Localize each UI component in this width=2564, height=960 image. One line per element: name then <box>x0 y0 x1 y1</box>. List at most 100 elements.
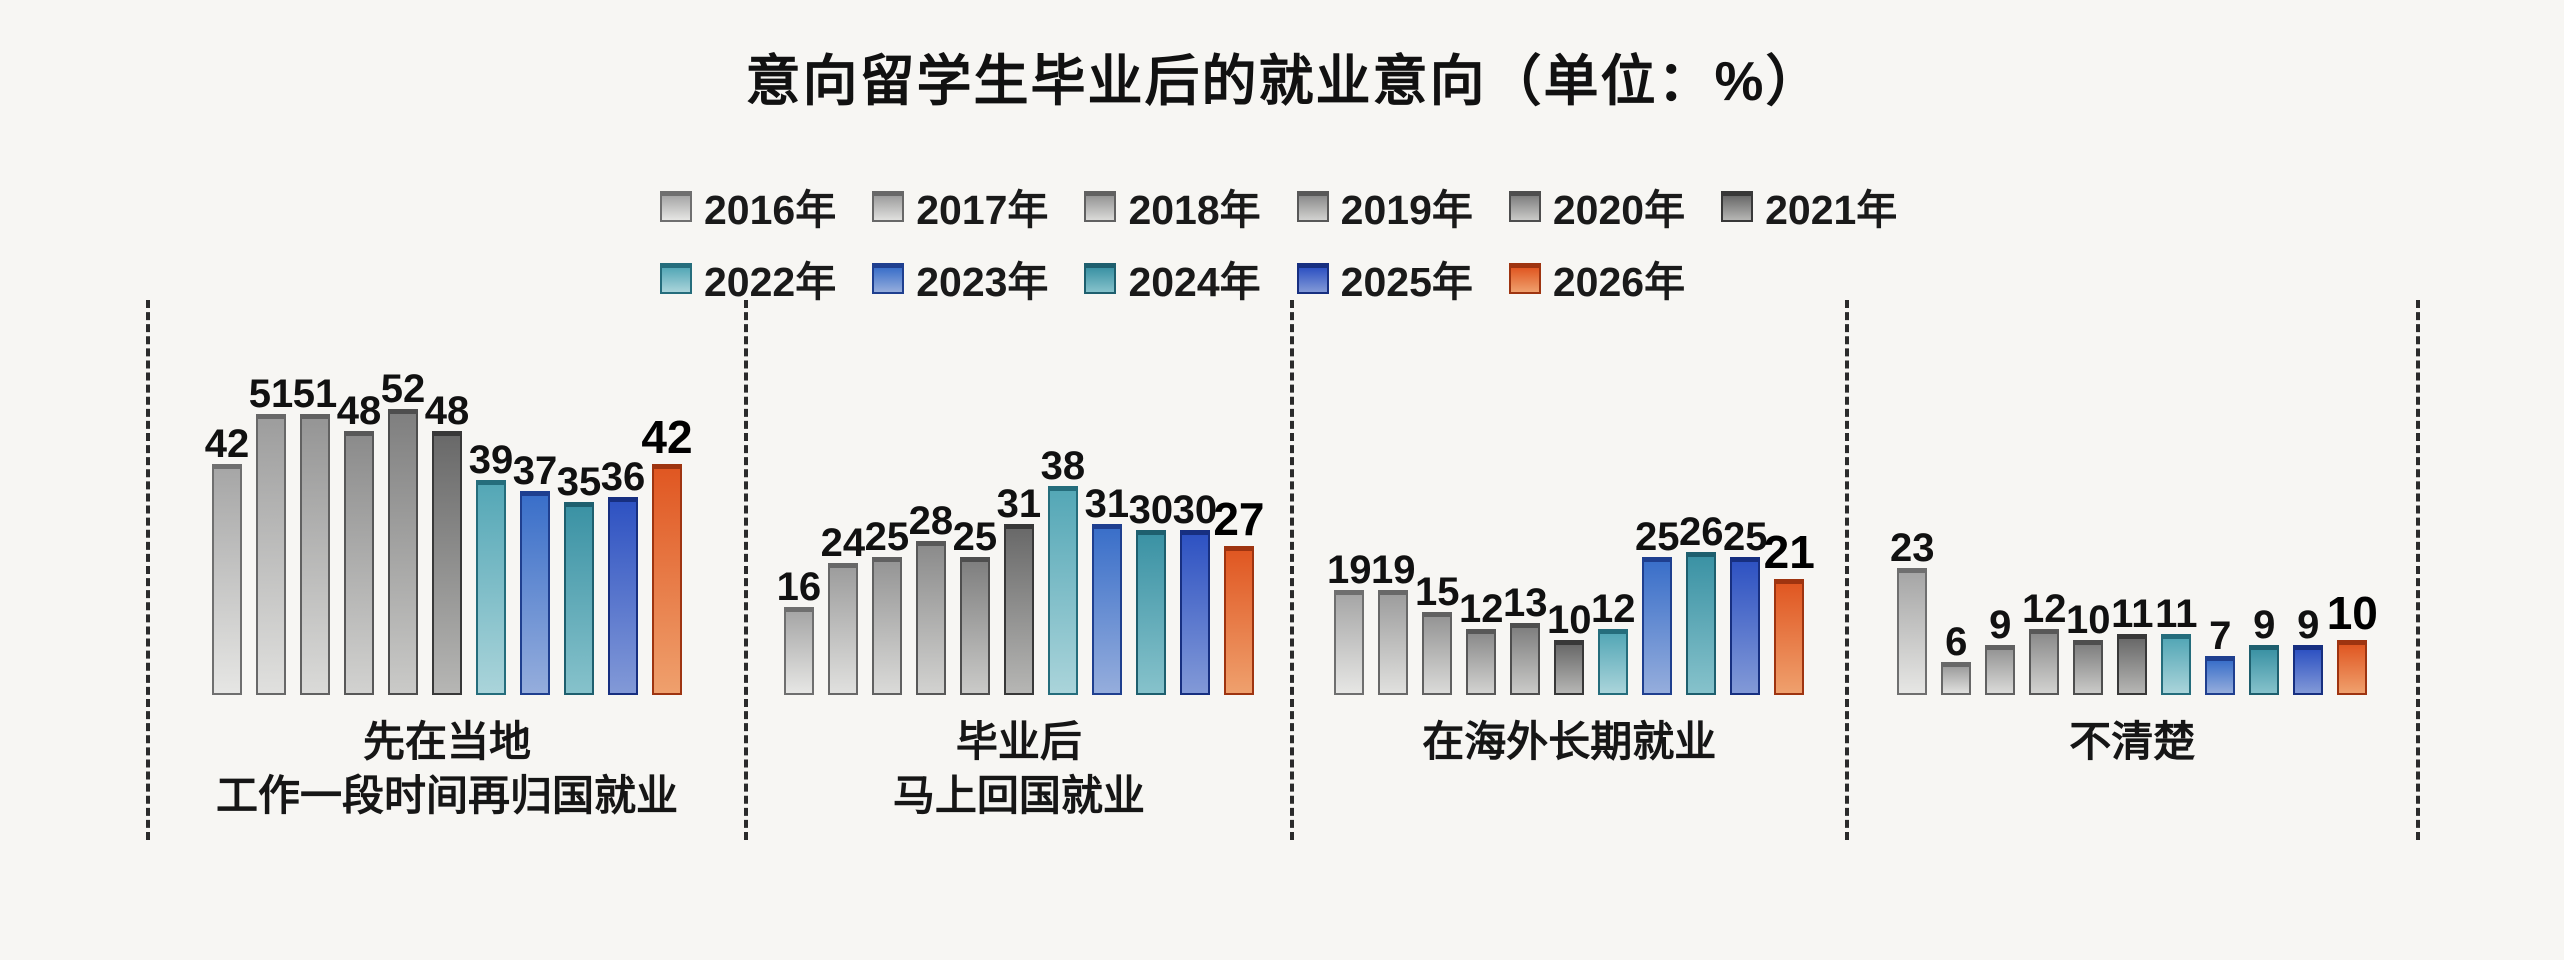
bar-2026年-group4: 10 <box>2327 590 2378 695</box>
bar-value-label: 21 <box>1763 526 1815 578</box>
bar-2024年-group2: 30 <box>1129 490 1173 695</box>
group-category-label-line: 工作一段时间再归国就业 <box>216 772 679 819</box>
legend-swatch-icon <box>1721 190 1754 222</box>
bar-value-label: 7 <box>2209 614 2232 658</box>
legend-label: 2017年 <box>916 187 1049 233</box>
bar-2021年-group1: 48 <box>425 391 469 695</box>
bar-group-3: 19 19 15 12 13 10 12 25 26 25 21 在海外长期就业 <box>1289 300 1845 840</box>
bar-value-label: 19 <box>1326 548 1372 592</box>
legend-row-1: 2016年 2017年 2018年 2019年 2020年 2021年 <box>660 176 1897 236</box>
bar-2024年-group1: 35 <box>557 462 601 695</box>
bar-2022年-group1: 39 <box>469 440 513 695</box>
legend-item-2023年: 2023年 <box>872 248 1048 308</box>
legend-item-2021年: 2021年 <box>1721 176 1897 236</box>
bar-2018年-group2: 25 <box>865 517 909 695</box>
bar-value-label: 48 <box>424 389 470 433</box>
bar-2025年-group2: 30 <box>1173 490 1217 695</box>
bar-value-label: 25 <box>1634 515 1680 559</box>
group-category-label-line: 先在当地 <box>363 718 532 765</box>
bar-2019年-group2: 28 <box>909 501 953 695</box>
bar-2024年-group3: 26 <box>1679 512 1723 695</box>
bar-2016年-group4: 23 <box>1890 528 1935 695</box>
bar-2016年-group2: 16 <box>777 567 821 695</box>
group-category-label-line: 不清楚 <box>2069 718 2196 765</box>
bar-2022年-group2: 38 <box>1041 446 1085 695</box>
bar-value-label: 30 <box>1128 488 1174 532</box>
bar-2018年-group3: 15 <box>1415 572 1459 695</box>
bar-value-label: 31 <box>1084 482 1130 526</box>
bar-value-label: 23 <box>1890 526 1935 570</box>
legend-swatch-icon <box>872 190 905 222</box>
legend-label: 2019年 <box>1340 187 1473 233</box>
bar-value-label: 13 <box>1502 581 1548 625</box>
bar-value-label: 19 <box>1370 548 1416 592</box>
legend-swatch-icon <box>1296 262 1329 294</box>
group-category-label: 毕业后 马上回国就业 <box>748 715 1290 823</box>
bar-2020年-group1: 52 <box>381 369 425 695</box>
bar-2023年-group4: 7 <box>2205 616 2236 695</box>
bar-chart: 42 51 51 48 52 48 39 37 35 36 42 先在当地 工作一段时间再归国就业 16 2… <box>146 300 2420 840</box>
bar-2023年-group1: 37 <box>513 451 557 695</box>
bar-2025年-group1: 36 <box>601 457 645 695</box>
bar-2018年-group1: 51 <box>293 374 337 695</box>
bars-row: 42 51 51 48 52 48 39 37 35 36 42 <box>150 300 744 695</box>
bar-2018年-group4: 9 <box>1985 605 2016 695</box>
bar-2026年-group1: 42 <box>641 414 693 695</box>
bar-2020年-group2: 25 <box>953 517 997 695</box>
bar-value-label: 10 <box>2326 587 2378 639</box>
bar-value-label: 25 <box>1722 515 1768 559</box>
bar-value-label: 51 <box>248 372 294 416</box>
bar-2020年-group4: 10 <box>2066 600 2111 695</box>
bar-value-label: 9 <box>2297 603 2320 647</box>
legend-row-2: 2022年 2023年 2024年 2025年 2026年 <box>660 248 1897 308</box>
legend-swatch-icon <box>1508 190 1541 222</box>
bar-2026年-group2: 27 <box>1213 496 1265 695</box>
bar-2021年-group3: 10 <box>1547 600 1591 695</box>
bar-2021年-group2: 31 <box>997 484 1041 695</box>
legend-swatch-icon <box>1296 190 1329 222</box>
legend-label: 2018年 <box>1128 187 1261 233</box>
chart-title: 意向留学生毕业后的就业意向（单位：%） <box>148 36 2420 116</box>
bar-value-label: 42 <box>641 411 693 463</box>
legend-item-2022年: 2022年 <box>660 248 836 308</box>
bar-value-label: 37 <box>512 449 558 493</box>
bar-value-label: 15 <box>1414 570 1460 614</box>
bar-value-label: 48 <box>336 389 382 433</box>
chart-title-text: 意向留学生毕业后的就业意向 <box>745 50 1487 112</box>
bar-value-label: 28 <box>908 499 954 543</box>
legend-item-2019年: 2019年 <box>1296 176 1473 236</box>
legend-label: 2023年 <box>916 259 1049 305</box>
bars-row: 19 19 15 12 13 10 12 25 26 25 21 <box>1294 300 1845 695</box>
bars-row: 23 6 9 12 10 11 11 7 9 9 10 <box>1849 300 2416 695</box>
bar-value-label: 35 <box>556 460 602 504</box>
bar-value-label: 31 <box>996 482 1042 526</box>
bar-2017年-group1: 51 <box>249 374 293 695</box>
bar-group-1: 42 51 51 48 52 48 39 37 35 36 42 先在当地 工作一段时间再归国就业 <box>146 300 744 840</box>
bar-value-label: 39 <box>468 438 514 482</box>
legend-label: 2024年 <box>1128 259 1261 305</box>
bar-value-label: 9 <box>2253 603 2276 647</box>
legend-item-2020年: 2020年 <box>1508 176 1685 236</box>
legend-item-2025年: 2025年 <box>1296 248 1473 308</box>
bar-value-label: 25 <box>864 515 910 559</box>
legend: 2016年 2017年 2018年 2019年 2020年 2021年 2022年 2023年… <box>660 176 1897 308</box>
bar-value-label: 16 <box>776 565 822 609</box>
legend-label: 2022年 <box>704 259 837 305</box>
bar-2019年-group3: 12 <box>1459 589 1503 695</box>
bar-value-label: 6 <box>1945 620 1968 664</box>
legend-swatch-icon <box>1508 262 1541 294</box>
bar-value-label: 27 <box>1213 493 1265 545</box>
bar-2024年-group4: 9 <box>2249 605 2280 695</box>
legend-item-2018年: 2018年 <box>1084 176 1261 236</box>
bar-2017年-group4: 6 <box>1941 622 1972 695</box>
bar-value-label: 26 <box>1678 510 1724 554</box>
bar-value-label: 12 <box>1590 587 1636 631</box>
group-category-label: 不清楚 <box>1849 715 2416 769</box>
bar-value-label: 12 <box>2022 587 2067 631</box>
bar-2016年-group1: 42 <box>205 424 249 695</box>
bar-value-label: 38 <box>1040 444 1086 488</box>
legend-item-2024年: 2024年 <box>1084 248 1261 308</box>
bar-2025年-group3: 25 <box>1723 517 1767 695</box>
bar-value-label: 12 <box>1458 587 1504 631</box>
legend-label: 2025年 <box>1340 259 1473 305</box>
